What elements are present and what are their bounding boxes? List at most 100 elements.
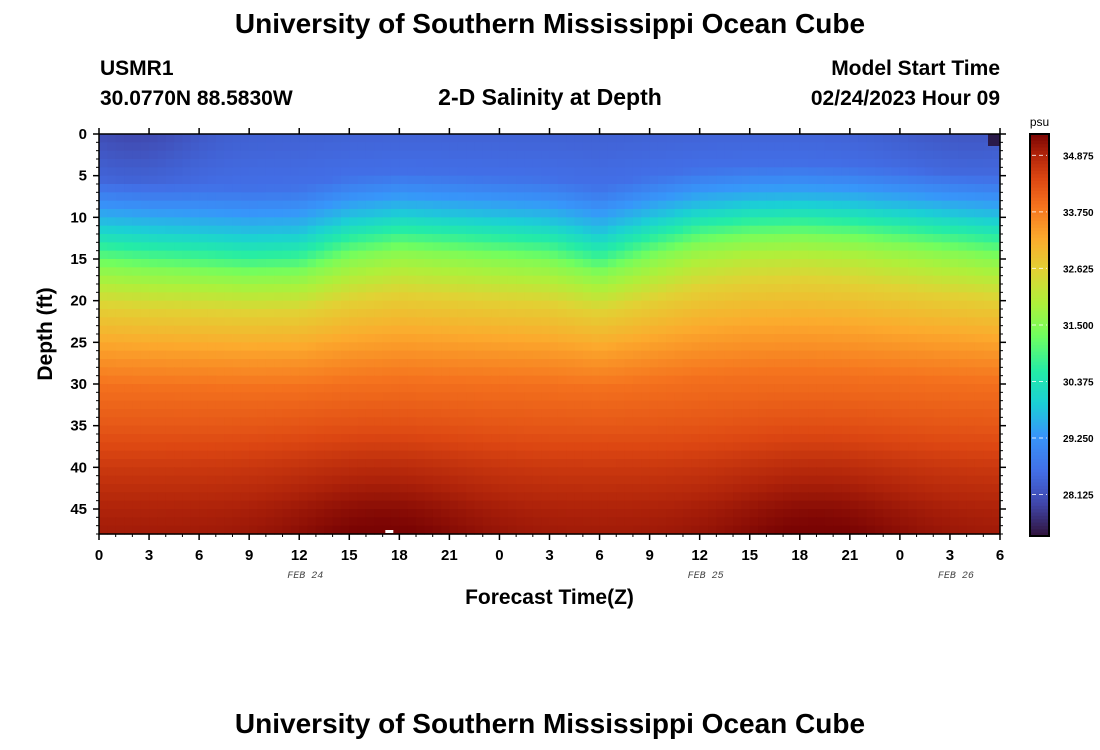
heatmap-cell [99,292,108,302]
heatmap-cell [557,275,567,285]
heatmap-cell [691,292,701,302]
heatmap-cell [841,184,851,193]
heatmap-cell [332,325,342,335]
heatmap-cell [140,425,150,435]
heatmap-cell [799,275,809,285]
heatmap-cell [390,459,400,468]
heatmap-cell [774,450,784,460]
heatmap-cell [866,459,876,468]
heatmap-cell [624,267,634,277]
heatmap-cell [340,267,350,277]
heatmap-cell [566,384,576,393]
heatmap-cell [115,142,125,152]
heatmap-cell [157,217,167,227]
heatmap-cell [315,300,325,310]
heatmap-cell [841,284,851,293]
heatmap-cell [916,192,926,202]
heatmap-cell [382,475,392,485]
heatmap-cell [99,425,108,435]
heatmap-cell [991,409,1001,418]
heatmap-cell [165,417,175,427]
heatmap-cell [991,275,1001,285]
heatmap-cell [582,234,592,243]
heatmap-cell [457,459,467,468]
heatmap-cell [708,275,717,285]
heatmap-cell [991,300,1001,310]
heatmap-cell [949,209,959,218]
heatmap-cell [883,367,893,377]
heatmap-cell [716,450,726,460]
heatmap-cell [115,425,125,435]
heatmap-cell [107,192,117,202]
heatmap-cell [624,142,634,152]
heatmap-cell [299,475,309,485]
heatmap-cell [716,500,726,510]
heatmap-cell [766,434,776,443]
heatmap-cell [466,167,476,177]
heatmap-cell [524,309,534,318]
heatmap-cell [883,200,893,210]
heatmap-cell [741,367,751,377]
heatmap-cell [107,250,117,260]
heatmap-cell [157,450,167,460]
heatmap-cell [315,434,325,443]
heatmap-cell [883,192,893,202]
heatmap-cell [240,367,250,377]
heatmap-cell [474,209,484,218]
heatmap-cell [666,367,676,377]
heatmap-cell [307,425,317,435]
heatmap-cell [549,367,559,377]
heatmap-cell [424,334,434,343]
heatmap-cell [532,442,542,452]
heatmap-cell [207,142,217,152]
heatmap-cell [215,250,225,260]
heatmap-cell [491,450,501,460]
heatmap-cell [924,384,934,393]
heatmap-cell [157,467,167,477]
heatmap-cell [624,200,634,210]
heatmap-cell [507,425,517,435]
heatmap-cell [607,150,617,160]
heatmap-cell [182,484,192,493]
heatmap-cell [282,275,292,285]
heatmap-cell [466,475,476,485]
heatmap-cell [232,200,242,210]
heatmap-cell [482,434,492,443]
heatmap-cell [249,409,259,418]
heatmap-cell [357,384,367,393]
heatmap-cell [924,367,934,377]
heatmap-cell [449,200,459,210]
heatmap-cell [966,367,976,377]
heatmap-cell [833,450,843,460]
heatmap-cell [991,334,1001,343]
heatmap-cell [674,384,684,393]
heatmap-cell [124,359,133,368]
heatmap-cell [949,167,959,177]
heatmap-cell [474,192,484,202]
heatmap-cell [941,259,951,268]
heatmap-cell [866,417,876,427]
heatmap-cell [507,442,517,452]
heatmap-cell [232,459,242,468]
heatmap-cell [491,259,501,268]
heatmap-cell [332,442,342,452]
heatmap-cell [382,259,392,268]
heatmap-cell [816,375,826,385]
heatmap-cell [315,342,325,352]
heatmap-cell [449,209,459,218]
heatmap-cell [708,434,717,443]
heatmap-cell [332,292,342,302]
heatmap-cell [783,167,793,177]
heatmap-cell [866,150,876,160]
heatmap-cell [616,475,626,485]
heatmap-cell [199,234,209,243]
heatmap-cell [941,484,951,493]
heatmap-cell [390,317,400,327]
heatmap-cell [207,425,217,435]
heatmap-cell [657,275,667,285]
heatmap-cell [466,234,476,243]
heatmap-cell [365,259,375,268]
heatmap-cell [783,442,793,452]
heatmap-cell [157,300,167,310]
heatmap-cell [349,309,359,318]
